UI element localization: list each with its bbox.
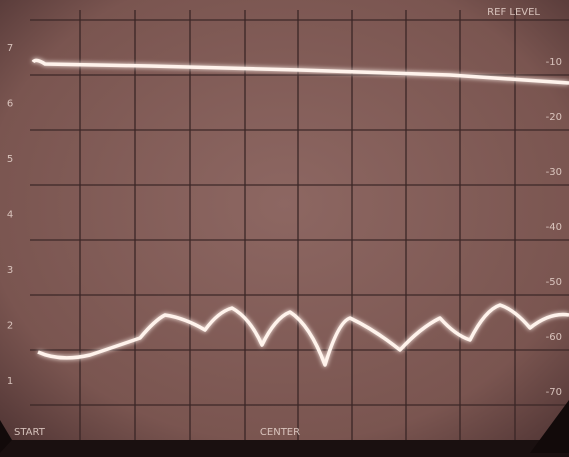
right-scale-label: -50: [546, 277, 562, 288]
right-scale-label: -10: [546, 57, 562, 68]
left-scale-label: 7: [7, 43, 13, 54]
graticule: [30, 10, 569, 440]
left-scale-label: 4: [7, 210, 13, 221]
right-scale-label: -30: [546, 167, 562, 178]
bezel-corner: [0, 420, 12, 453]
left-scale: 7 6 5 4 3 2 1: [7, 43, 13, 387]
lower-trace: [37, 303, 569, 367]
bezel: [0, 440, 569, 453]
upper-trace: [31, 58, 569, 85]
bezel-corner: [530, 400, 569, 453]
left-scale-label: 5: [7, 154, 13, 165]
right-scale: -10 -20 -30 -40 -50 -60 -70: [546, 57, 562, 398]
left-scale-label: 3: [7, 265, 13, 276]
left-scale-label: 6: [7, 99, 13, 110]
right-scale-label: -20: [546, 112, 562, 123]
right-scale-label: -40: [546, 222, 562, 233]
ref-level-label: REF LEVEL: [487, 7, 540, 18]
right-scale-label: -70: [546, 387, 562, 398]
left-scale-label: 1: [7, 376, 13, 387]
right-scale-label: -60: [546, 332, 562, 343]
left-scale-label: 2: [7, 321, 13, 332]
center-label: CENTER: [260, 427, 300, 438]
start-label: START: [14, 427, 46, 438]
